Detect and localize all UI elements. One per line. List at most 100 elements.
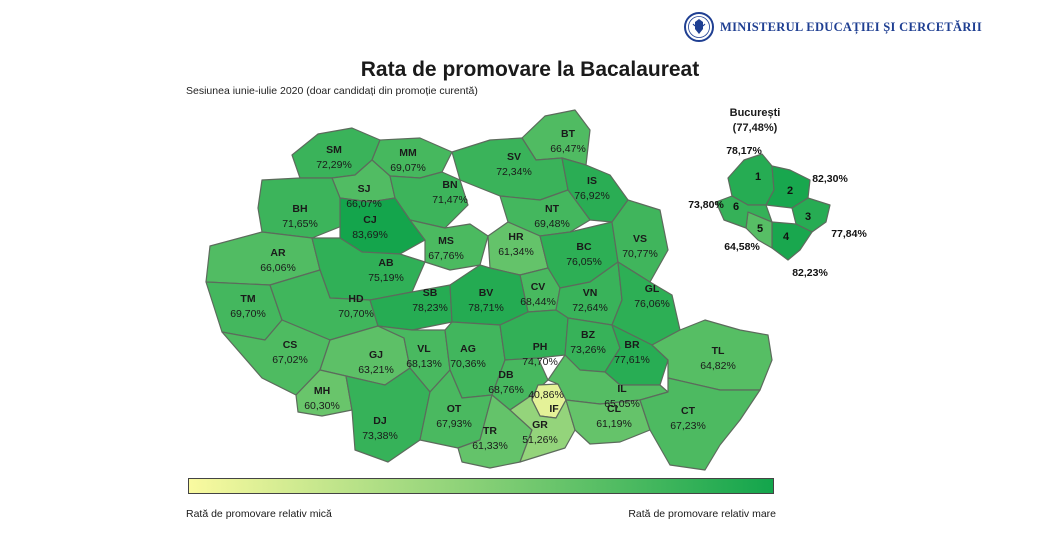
county-code-db: DB: [498, 369, 514, 381]
county-code-gl: GL: [645, 283, 660, 295]
bucharest-sector-value-6: 73,80%: [688, 199, 724, 211]
county-value-bt: 66,47%: [550, 143, 586, 155]
county-value-bn: 71,47%: [432, 194, 468, 206]
county-code-sj: SJ: [358, 183, 371, 195]
county-value-ct: 67,23%: [670, 420, 706, 432]
bucharest-sector-6: [715, 195, 773, 229]
county-value-ph: 74,70%: [522, 356, 558, 368]
county-value-sb: 78,23%: [412, 302, 448, 314]
county-value-db: 68,76%: [488, 384, 524, 396]
county-code-cv: CV: [531, 281, 546, 293]
county-value-ar: 66,06%: [260, 262, 296, 274]
bucharest-sector-number-2: 2: [787, 185, 793, 197]
county-code-is: IS: [587, 175, 597, 187]
county-cl: [565, 399, 651, 445]
county-value-sj: 66,07%: [346, 198, 382, 210]
county-code-ot: OT: [447, 403, 462, 415]
bucharest-sector-value-2: 82,30%: [812, 173, 848, 185]
county-value-mh: 60,30%: [304, 400, 340, 412]
county-code-ph: PH: [533, 341, 548, 353]
county-code-nt: NT: [545, 203, 560, 215]
map-subtitle: Sesiunea iunie-iulie 2020 (doar candidaț…: [186, 85, 478, 97]
county-value-sm: 72,29%: [316, 159, 352, 171]
legend-high-label: Rată de promovare relativ mare: [628, 508, 776, 520]
county-code-ar: AR: [270, 247, 286, 259]
map-title: Rata de promovare la Bacalaureat: [360, 58, 700, 81]
county-value-ag: 70,36%: [450, 358, 486, 370]
county-value-tr: 61,33%: [472, 440, 508, 452]
county-code-bv: BV: [479, 287, 494, 299]
county-value-gl: 76,06%: [634, 298, 670, 310]
county-code-br: BR: [624, 339, 640, 351]
county-code-il: IL: [617, 383, 627, 395]
county-code-tr: TR: [483, 425, 497, 437]
county-code-ct: CT: [681, 405, 696, 417]
romanian-coat-of-arms-seal-icon: [684, 12, 714, 42]
county-code-cs: CS: [283, 339, 298, 351]
county-tl: [651, 319, 773, 391]
ministry-name: MINISTERUL EDUCAȚIEI ȘI CERCETĂRII: [720, 19, 983, 34]
county-code-vn: VN: [583, 287, 598, 299]
county-value-if: 40,86%: [528, 389, 564, 401]
county-code-cl: CL: [607, 403, 622, 415]
county-code-ms: MS: [438, 235, 454, 247]
bucharest-sector-value-5: 64,58%: [724, 241, 760, 253]
bucharest-sector-number-3: 3: [805, 211, 811, 223]
county-value-tm: 69,70%: [230, 308, 266, 320]
legend-low-label: Rată de promovare relativ mică: [186, 508, 332, 520]
county-value-ot: 67,93%: [436, 418, 472, 430]
bucharest-sector-number-4: 4: [783, 231, 790, 243]
county-value-bv: 78,71%: [468, 302, 504, 314]
county-code-mm: MM: [399, 147, 417, 159]
county-value-gr: 51,26%: [522, 434, 558, 446]
county-value-dj: 73,38%: [362, 430, 398, 442]
county-value-cv: 68,44%: [520, 296, 556, 308]
county-il: [547, 354, 669, 405]
county-ct: [639, 377, 761, 471]
county-value-mm: 69,07%: [390, 162, 426, 174]
county-code-bz: BZ: [581, 329, 596, 341]
county-value-vs: 70,77%: [622, 248, 658, 260]
county-value-is: 76,92%: [574, 190, 610, 202]
county-value-sv: 72,34%: [496, 166, 532, 178]
county-code-sv: SV: [507, 151, 521, 163]
county-code-vl: VL: [417, 343, 431, 355]
county-value-bz: 73,26%: [570, 344, 606, 356]
county-value-il: 65,05%: [604, 398, 640, 410]
bucharest-name: București: [729, 107, 781, 119]
county-code-sm: SM: [326, 144, 342, 156]
ministry-header: MINISTERUL EDUCAȚIEI ȘI CERCETĂRII: [684, 12, 982, 42]
county-code-sb: SB: [423, 287, 438, 299]
county-code-tm: TM: [240, 293, 255, 305]
county-value-nt: 69,48%: [534, 218, 570, 230]
county-value-gj: 63,21%: [358, 364, 394, 376]
bucharest-sector-number-6: 6: [733, 201, 739, 213]
county-value-ms: 67,76%: [428, 250, 464, 262]
bucharest-sector-value-4: 82,23%: [792, 267, 828, 279]
county-code-ab: AB: [378, 257, 394, 269]
county-code-bt: BT: [561, 128, 576, 140]
legend-gradient-bar: [188, 478, 774, 494]
bucharest-sector-number-1: 1: [755, 171, 761, 183]
county-code-mh: MH: [314, 385, 330, 397]
county-code-bn: BN: [442, 179, 457, 191]
county-code-hr: HR: [508, 231, 524, 243]
bucharest-sector-value-3: 77,84%: [831, 228, 867, 240]
county-code-bc: BC: [576, 241, 592, 253]
county-value-cl: 61,19%: [596, 418, 632, 430]
county-code-if: IF: [549, 403, 559, 415]
county-value-tl: 64,82%: [700, 360, 736, 372]
county-value-bc: 76,05%: [566, 256, 602, 268]
county-code-vs: VS: [633, 233, 647, 245]
county-value-cj: 83,69%: [352, 229, 388, 241]
county-code-bh: BH: [292, 203, 307, 215]
county-value-bh: 71,65%: [282, 218, 318, 230]
county-value-br: 77,61%: [614, 354, 650, 366]
bucharest-total: (77,48%): [732, 122, 778, 134]
county-value-hr: 61,34%: [498, 246, 534, 258]
county-value-cs: 67,02%: [272, 354, 308, 366]
county-value-hd: 70,70%: [338, 308, 374, 320]
county-code-dj: DJ: [373, 415, 387, 427]
bucharest-sector-value-1: 78,17%: [726, 145, 762, 157]
